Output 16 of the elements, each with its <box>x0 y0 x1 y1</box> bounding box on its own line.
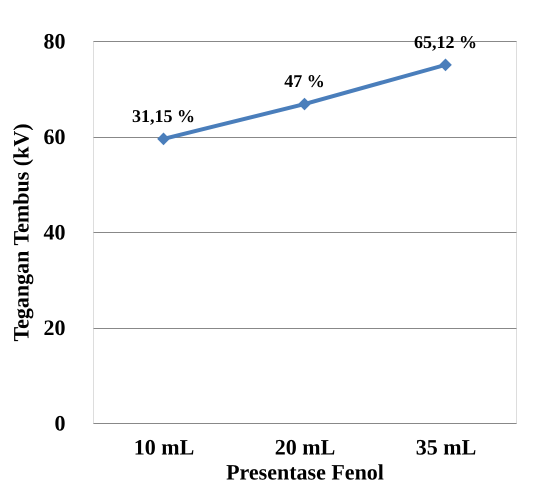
y-tick-label: 80 <box>44 28 66 54</box>
annotation: 31,15 % <box>132 106 195 126</box>
x-tick-label: 20 mL <box>274 434 336 460</box>
x-tick-label: 35 mL <box>416 434 476 460</box>
annotation: 65,12 % <box>414 32 477 52</box>
y-tick-label: 0 <box>54 410 66 436</box>
point <box>157 132 170 146</box>
y-tick-label: 20 <box>44 315 66 340</box>
x-tick-label: 10 mL <box>134 434 194 460</box>
point <box>298 98 311 110</box>
y-tick-label: 60 <box>44 124 66 149</box>
y-tick-label: 40 <box>44 220 66 244</box>
point <box>439 58 452 72</box>
y-axis-title: Tegangan Tembus (kV) <box>8 123 34 342</box>
x-axis-title: Presentase Fenol <box>226 460 384 484</box>
annotation: 47 % <box>284 71 325 92</box>
